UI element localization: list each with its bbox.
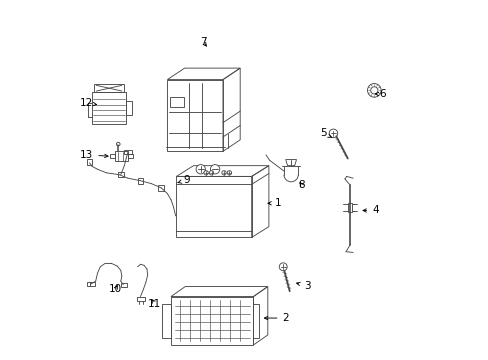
Text: 11: 11 [148, 299, 161, 309]
Circle shape [227, 171, 231, 175]
Bar [158, 185, 164, 191]
Text: 3: 3 [296, 281, 310, 291]
Bar [126, 101, 132, 116]
Circle shape [367, 84, 380, 97]
Bar [94, 84, 124, 92]
Bar [87, 282, 94, 286]
Circle shape [196, 165, 205, 174]
Text: 7: 7 [200, 37, 206, 47]
Text: 1: 1 [267, 198, 281, 208]
Text: 12: 12 [80, 98, 96, 108]
Text: 5: 5 [320, 129, 331, 138]
Circle shape [279, 263, 286, 271]
Bar [118, 172, 123, 177]
Circle shape [210, 165, 219, 174]
Circle shape [116, 142, 120, 146]
Text: 6: 6 [375, 89, 385, 99]
Bar [92, 92, 126, 125]
Bar [115, 151, 128, 161]
Bar [170, 97, 183, 107]
Text: 4: 4 [362, 206, 378, 216]
Text: 8: 8 [298, 180, 305, 190]
Circle shape [370, 87, 377, 94]
Text: 9: 9 [178, 175, 190, 185]
Circle shape [209, 171, 213, 175]
Circle shape [328, 129, 337, 138]
Bar [121, 283, 127, 287]
Circle shape [203, 171, 208, 175]
Text: 13: 13 [80, 150, 108, 160]
Text: 2: 2 [264, 313, 288, 323]
Text: 10: 10 [109, 284, 122, 294]
Bar [137, 178, 143, 184]
Circle shape [222, 171, 226, 175]
